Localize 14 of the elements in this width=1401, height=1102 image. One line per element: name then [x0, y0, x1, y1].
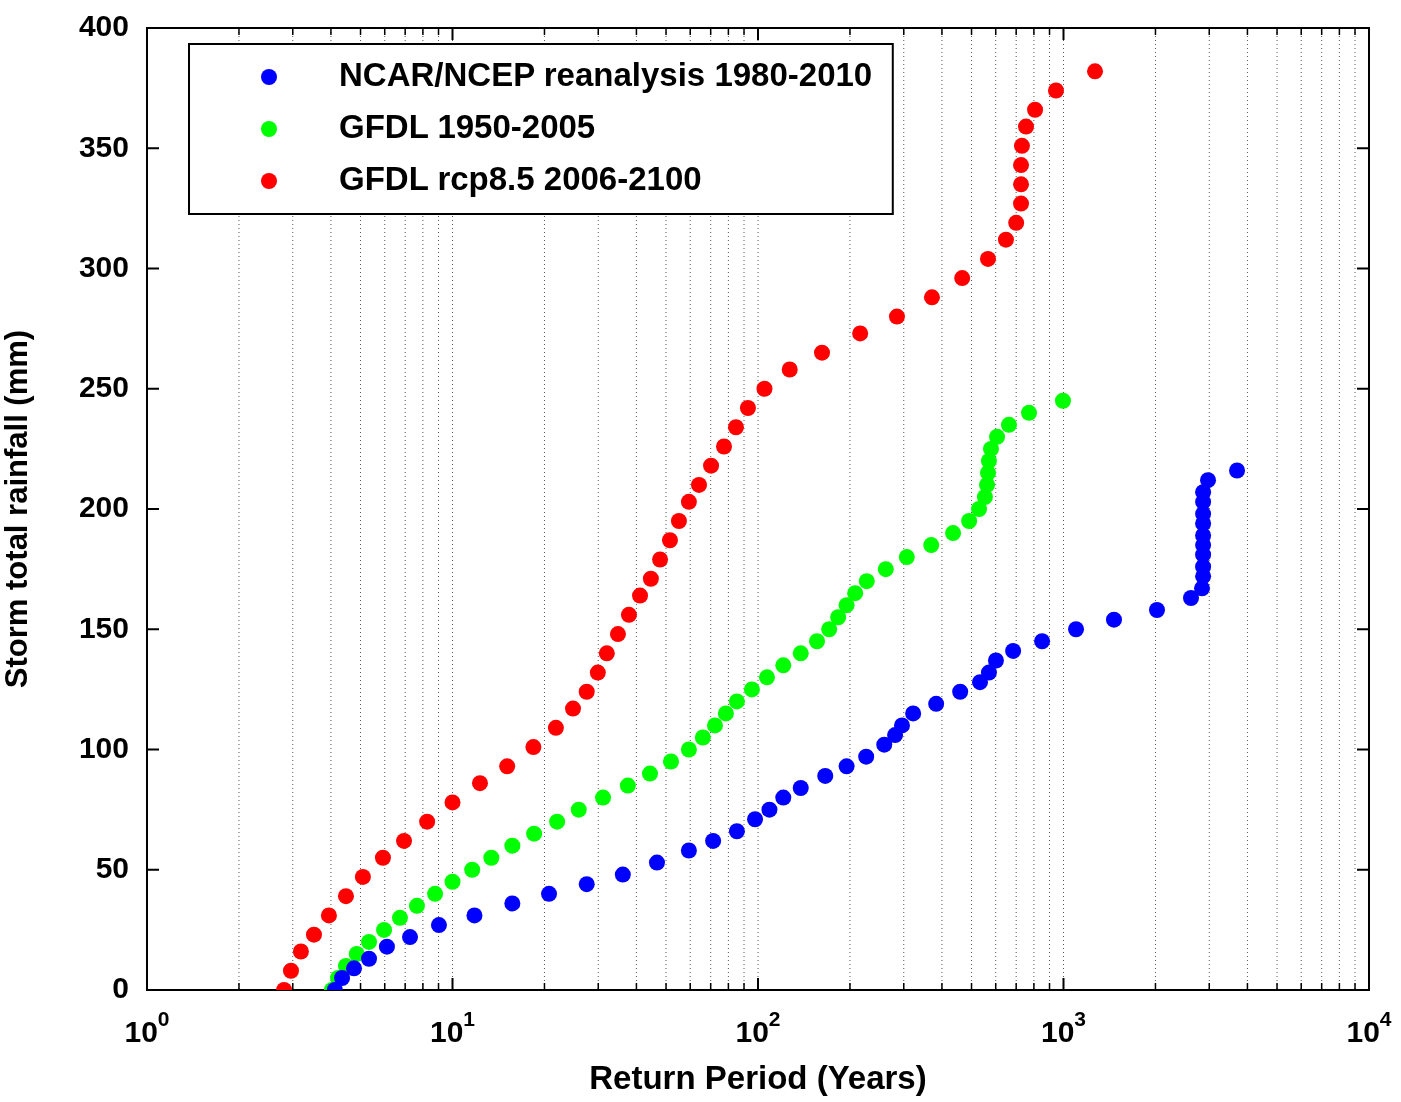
legend-label: GFDL rcp8.5 2006-2100 [339, 160, 702, 198]
y-tick-label: 250 [78, 370, 129, 404]
y-tick-label: 400 [78, 9, 129, 43]
y-axis-title: Storm total rainfall (mm) [0, 329, 35, 689]
y-tick-label: 100 [78, 730, 129, 764]
y-tick-label: 300 [78, 249, 129, 283]
y-tick-label: 350 [78, 129, 129, 163]
legend-label: GFDL 1950-2005 [339, 108, 596, 146]
y-tick-label: 150 [78, 610, 129, 644]
legend-label: NCAR/NCEP reanalysis 1980-2010 [339, 56, 873, 94]
y-tick-label: 0 [112, 971, 129, 1005]
y-tick-label: 50 [95, 851, 129, 885]
x-axis-title: Return Period (Years) [589, 1059, 927, 1097]
y-tick-label: 200 [78, 490, 129, 524]
